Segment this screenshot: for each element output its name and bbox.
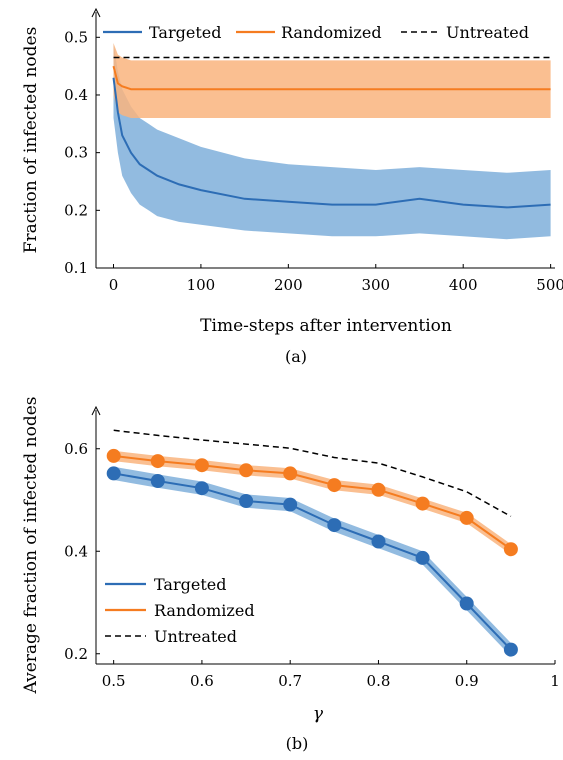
b-point-targeted — [194, 481, 209, 496]
a-x-tick-label: 100 — [187, 276, 216, 294]
chart-a-legend: Targeted Randomized Untreated — [103, 23, 529, 42]
chart-b-ylabel: Average fraction of infected nodes — [21, 396, 41, 694]
b-point-targeted — [371, 534, 386, 549]
b-point-randomized — [415, 496, 430, 511]
chart-a-ticks: 0 100 200 300 400 500 0.1 0.2 0.3 0.4 0.5 — [64, 28, 563, 294]
b-point-randomized — [371, 482, 386, 497]
b-point-randomized — [459, 510, 474, 525]
b-x-tick-label: 0.7 — [278, 672, 302, 690]
chart-b-caption: (b) — [286, 734, 309, 753]
chart-b-markers — [106, 448, 518, 657]
b-x-tick-label: 0.6 — [190, 672, 214, 690]
a-y-tick-label: 0.5 — [64, 28, 88, 46]
a-line-targeted — [112, 77, 551, 209]
chart-b-bands — [113, 450, 511, 657]
legend-b-randomized-label: Randomized — [154, 601, 255, 620]
a-y-tick-label: 0.1 — [64, 259, 88, 277]
a-x-tick-label: 500 — [536, 276, 563, 294]
a-x-tick-label: 300 — [361, 276, 390, 294]
legend-a-untreated-label: Untreated — [446, 23, 529, 42]
b-y-tick-label: 0.6 — [64, 440, 88, 458]
chart-b-xlabel: γ — [313, 704, 324, 724]
b-point-targeted — [239, 494, 254, 508]
legend-a-targeted-label: Targeted — [149, 23, 221, 42]
chart-a-axes — [91, 7, 555, 269]
chart-b-axes — [91, 405, 555, 665]
a-y-axis-arrow — [91, 7, 101, 18]
chart-b-legend: Targeted Randomized Untreated — [105, 575, 255, 646]
a-band-randomized — [113, 43, 551, 118]
b-point-targeted — [283, 497, 298, 512]
b-x-tick-label: 1 — [550, 672, 560, 690]
b-line-untreated — [113, 429, 512, 518]
b-point-targeted — [150, 474, 165, 488]
a-x-tick-label: 200 — [274, 276, 303, 294]
b-point-randomized — [150, 454, 165, 469]
b-point-randomized — [106, 448, 121, 463]
b-line-targeted — [113, 472, 512, 651]
b-point-randomized — [194, 458, 209, 473]
b-x-tick-label: 0.8 — [367, 672, 391, 690]
b-point-randomized — [239, 463, 254, 478]
b-point-targeted — [327, 518, 342, 533]
legend-b-targeted-label: Targeted — [154, 575, 226, 594]
a-line-randomized — [112, 65, 551, 91]
chart-b-lines — [113, 429, 512, 651]
b-point-targeted — [503, 642, 518, 657]
b-point-targeted — [106, 466, 121, 481]
chart-a-ylabel: Fraction of infected nodes — [21, 27, 41, 254]
chart-b-ticks: 0.5 0.6 0.7 0.8 0.9 1 0.2 0.4 0.6 — [64, 440, 560, 690]
b-point-randomized — [327, 478, 342, 493]
b-point-randomized — [283, 466, 298, 481]
chart-a-caption: (a) — [285, 347, 307, 366]
a-y-tick-label: 0.3 — [64, 144, 88, 162]
a-x-tick-label: 0 — [109, 276, 119, 294]
b-x-tick-label: 0.5 — [102, 672, 126, 690]
b-y-tick-label: 0.2 — [64, 645, 88, 663]
a-band-targeted — [113, 43, 551, 240]
a-x-tick-label: 400 — [449, 276, 478, 294]
chart-a-xlabel: Time-steps after intervention — [200, 316, 452, 336]
chart-a-lines — [112, 56, 551, 209]
b-point-targeted — [415, 550, 430, 565]
b-x-tick-label: 0.9 — [455, 672, 479, 690]
legend-a-randomized-label: Randomized — [281, 23, 382, 42]
a-y-tick-label: 0.2 — [64, 201, 88, 219]
chart-a-bands — [113, 43, 551, 240]
legend-b-untreated-label: Untreated — [154, 627, 237, 646]
b-y-axis-arrow — [91, 405, 101, 416]
b-line-randomized — [113, 454, 512, 551]
chart-a: 0 100 200 300 400 500 0.1 0.2 0.3 0.4 0.5 Targeted… — [21, 7, 563, 366]
a-y-tick-label: 0.4 — [64, 86, 88, 104]
b-band-randomized — [113, 450, 511, 555]
b-point-targeted — [459, 596, 474, 611]
chart-b: 0.5 0.6 0.7 0.8 0.9 1 0.2 0.4 0.6 Targeted Rando… — [21, 396, 560, 753]
b-point-randomized — [503, 542, 518, 557]
b-y-tick-label: 0.4 — [64, 542, 88, 560]
